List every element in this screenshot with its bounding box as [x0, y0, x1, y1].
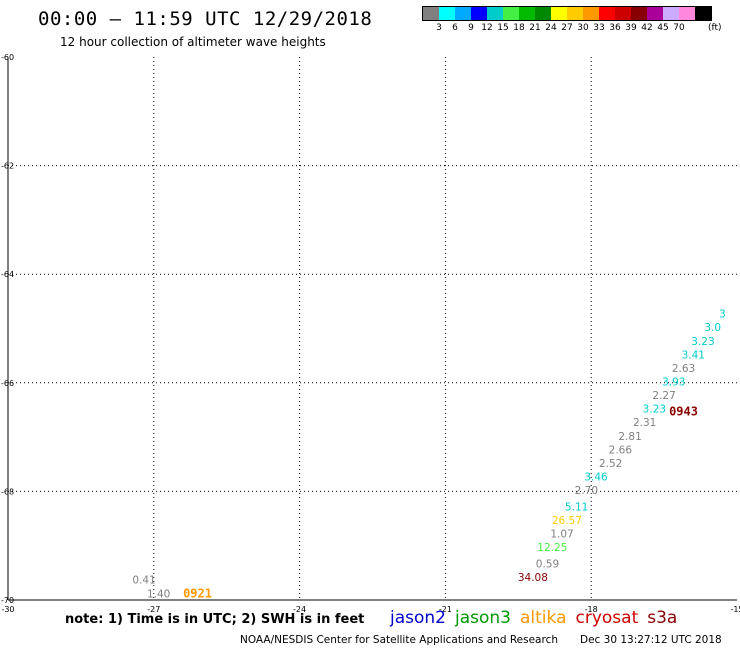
color-swatch: [551, 7, 567, 20]
wave-height-label: 2.27: [652, 390, 675, 402]
color-swatch: [567, 7, 583, 20]
color-scale-labels: 3 6 9 12 15 18 21 24 27 30 33 36 39 42 45 70: [422, 23, 722, 35]
x-tick-label: -30: [1, 605, 14, 614]
color-scale-label: 6: [452, 23, 458, 33]
color-scale-label: 9: [468, 23, 474, 33]
color-swatch: [695, 7, 711, 20]
y-tick-label: -60: [1, 53, 14, 62]
x-tick-label: -27: [147, 605, 160, 614]
wave-height-label: 3: [719, 309, 726, 321]
color-swatch: [535, 7, 551, 20]
x-tick-label: -24: [293, 605, 306, 614]
wave-height-label: 26.57: [552, 515, 582, 527]
generated-timestamp: Dec 30 13:27:12 UTC 2018: [580, 634, 722, 646]
color-scale-label: 36: [609, 23, 621, 33]
wave-height-label: 12.25: [537, 542, 567, 554]
color-scale-bar: [422, 6, 712, 21]
wave-height-label: 1.07: [550, 529, 573, 541]
wave-height-label: 2.52: [599, 458, 622, 470]
color-swatch: [647, 7, 663, 20]
y-tick-label: -62: [1, 162, 14, 171]
color-scale-unit: (ft): [708, 23, 722, 33]
wave-height-label: 5.11: [565, 501, 588, 513]
wave-height-label: 2.31: [633, 417, 656, 429]
wave-height-label: 3.93: [662, 377, 685, 389]
color-swatch: [471, 7, 487, 20]
credit-line: NOAA/NESDIS Center for Satellite Applica…: [240, 634, 558, 646]
color-swatch: [423, 7, 439, 20]
color-scale-label: 24: [545, 23, 557, 33]
color-scale-label: 27: [561, 23, 573, 33]
pass-time-label: 0943: [669, 404, 698, 418]
satellite-legend-entry: altika: [520, 608, 567, 628]
color-swatch: [679, 7, 695, 20]
color-scale-label: 3: [436, 23, 442, 33]
y-tick-label: -64: [1, 270, 14, 279]
wave-height-label: 2.63: [672, 363, 695, 375]
color-scale-label: 30: [577, 23, 589, 33]
y-tick-label: -66: [1, 379, 14, 388]
wave-height-label: 3.23: [691, 336, 714, 348]
y-tick-label: -70: [1, 596, 14, 605]
color-swatch: [599, 7, 615, 20]
chart-title: 00:00 – 11:59 UTC 12/29/2018: [38, 8, 373, 30]
color-scale-label: 39: [625, 23, 637, 33]
chart-subtitle: 12 hour collection of altimeter wave hei…: [60, 35, 326, 49]
color-scale-label: 18: [513, 23, 525, 33]
wave-height-label: 2.66: [609, 444, 633, 456]
color-swatch: [583, 7, 599, 20]
color-swatch: [439, 7, 455, 20]
x-tick-label: -15: [730, 605, 740, 614]
wave-height-label: 1.40: [147, 588, 170, 600]
wave-height-label: 34.08: [518, 572, 548, 584]
color-scale-label: 42: [641, 23, 653, 33]
color-scale-label: 12: [481, 23, 493, 33]
color-scale-label: 15: [497, 23, 509, 33]
color-scale-label: 70: [673, 23, 685, 33]
wave-height-label: 0.59: [536, 558, 559, 570]
y-tick-label: -68: [1, 487, 14, 496]
color-scale-label: 45: [657, 23, 669, 33]
satellite-legend: jason2 jason3 altika cryosat s3a: [390, 608, 677, 628]
x-tick-label: -21: [439, 605, 452, 614]
color-scale-label: 21: [529, 23, 541, 33]
color-swatch: [519, 7, 535, 20]
color-swatch: [615, 7, 631, 20]
wave-height-label: 0.41: [132, 575, 155, 587]
color-scale-label: 33: [593, 23, 605, 33]
pass-time-label: 0921: [183, 586, 212, 600]
wave-height-label: 3.23: [643, 404, 666, 416]
color-swatch: [455, 7, 471, 20]
satellite-legend-entry: jason2: [390, 608, 446, 628]
x-tick-label: -18: [585, 605, 598, 614]
color-swatch: [663, 7, 679, 20]
color-swatch: [503, 7, 519, 20]
satellite-legend-entry: s3a: [647, 608, 678, 628]
satellite-legend-entry: cryosat: [575, 608, 639, 628]
wave-height-label: 3.46: [584, 472, 608, 484]
satellite-legend-entry: jason3: [455, 608, 511, 628]
footer-note: note: 1) Time is in UTC; 2) SWH is in fe…: [65, 612, 365, 627]
color-swatch: [487, 7, 503, 20]
wave-height-label: 3.41: [682, 349, 705, 361]
wave-height-label: 2.70: [575, 485, 598, 497]
wave-height-label: 2.81: [618, 431, 641, 443]
color-swatch: [631, 7, 647, 20]
wave-height-label: 3.0: [704, 322, 721, 334]
